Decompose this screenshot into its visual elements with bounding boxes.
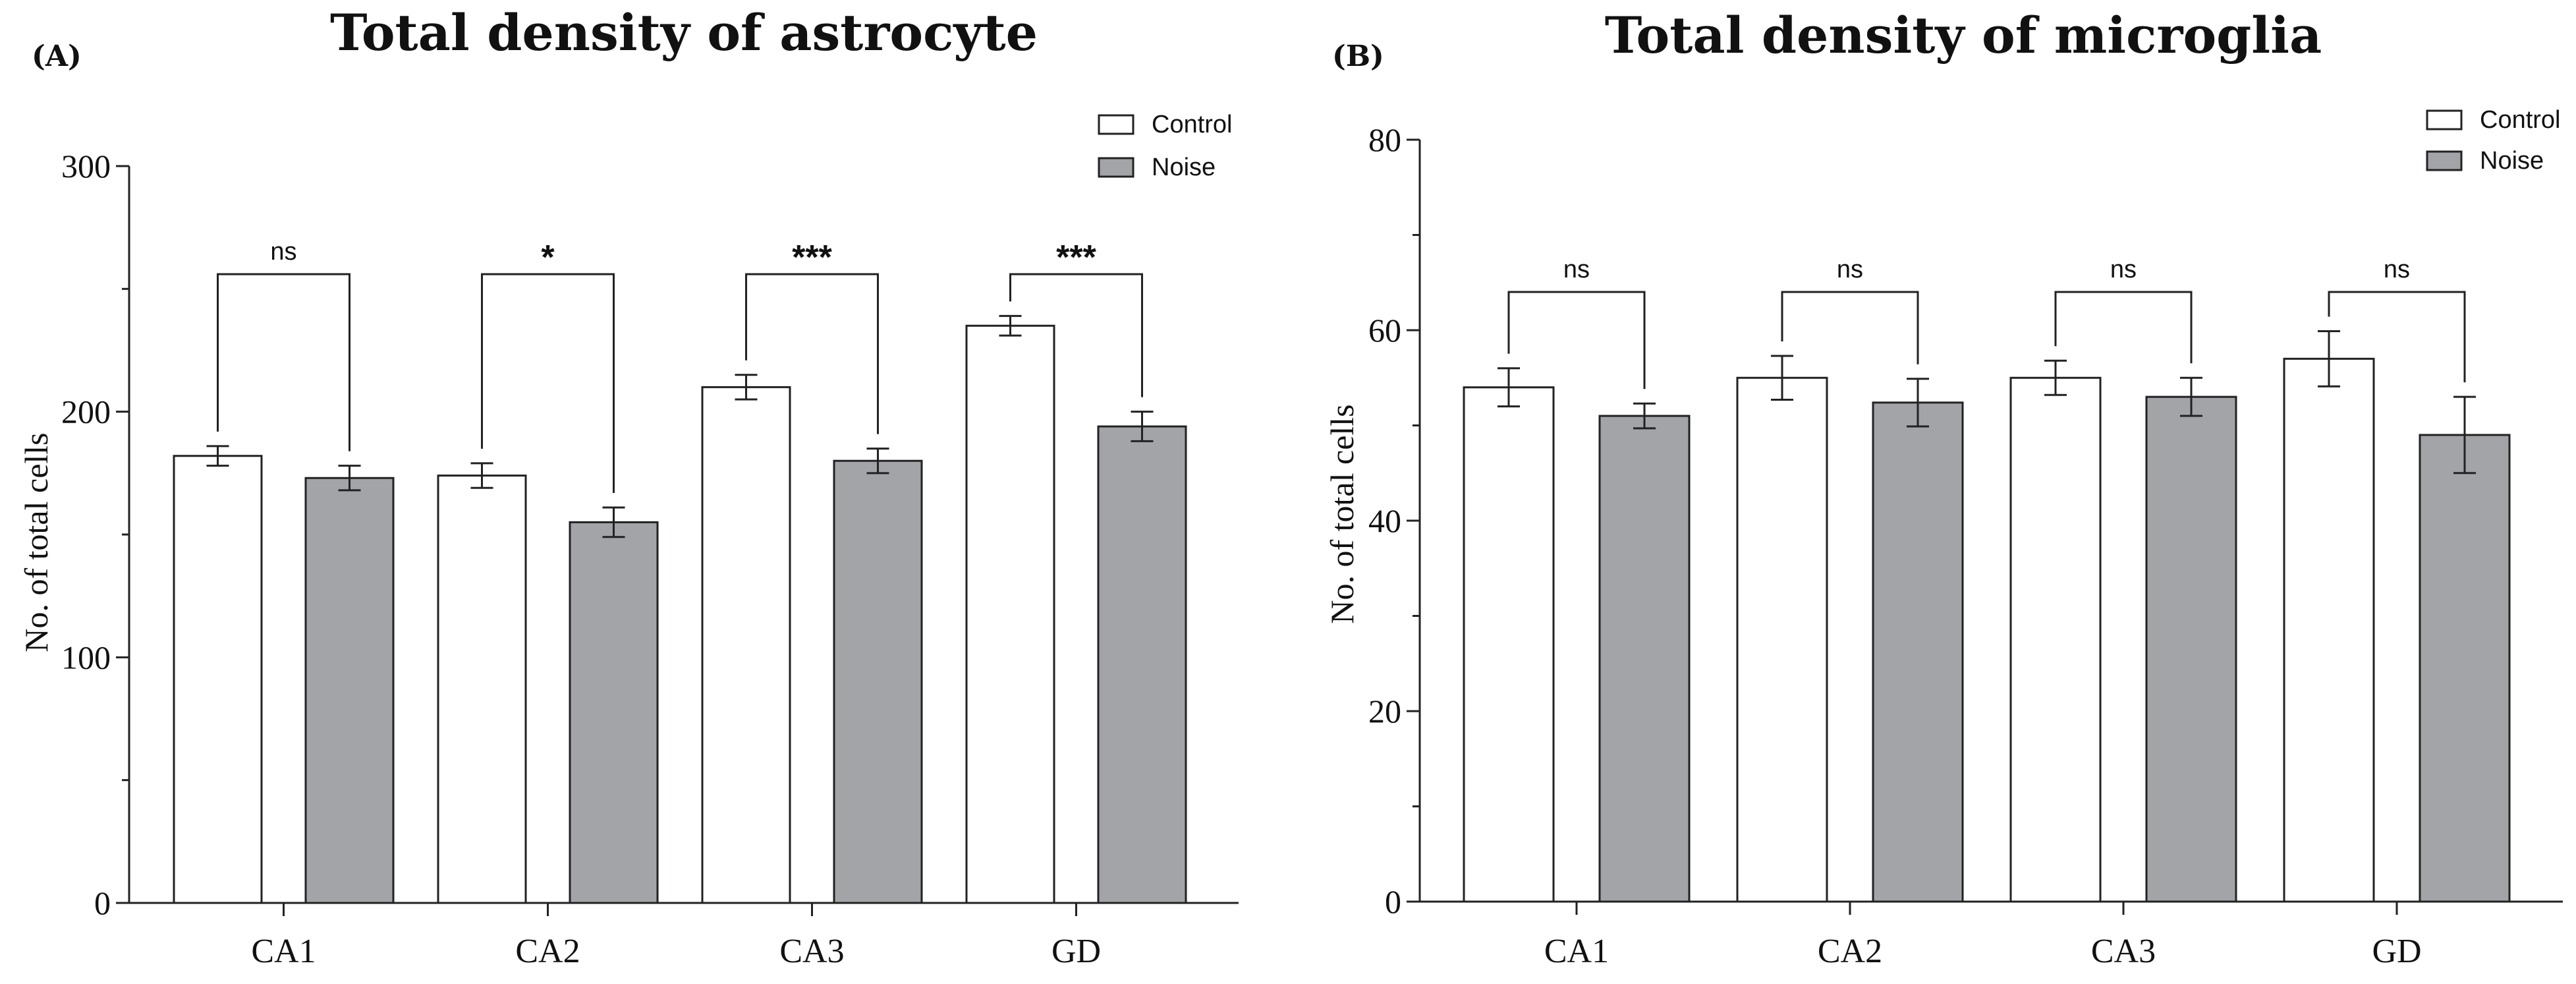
legend-label-noise: Noise <box>1152 154 1216 181</box>
legend-label-noise: Noise <box>2480 147 2544 175</box>
legend-swatch-control <box>1098 114 1134 135</box>
legend-swatch-control <box>2426 109 2463 130</box>
bar-noise-ca2 <box>1872 401 1964 903</box>
category-label-ca1: CA1 <box>251 933 316 970</box>
significance-label: ns <box>1563 256 1590 283</box>
significance-label: * <box>541 239 555 277</box>
significance-label: ns <box>2110 256 2137 283</box>
legend-swatch-noise <box>1098 157 1134 178</box>
y-axis-label-microglia: No. of total cells <box>1324 404 1360 623</box>
bar-noise-ca2 <box>569 521 659 904</box>
category-label-ca2: CA2 <box>515 933 580 970</box>
category-label-gd: GD <box>1051 933 1101 970</box>
legend-astrocyte: Control Noise <box>1098 111 1233 181</box>
chart-title-microglia: Total density of microglia <box>1605 6 2322 65</box>
bar-noise-ca1 <box>304 477 395 904</box>
y-tick-label: 0 <box>1385 883 1401 920</box>
significance-bracket <box>481 273 615 494</box>
y-tick-label: 300 <box>61 148 111 185</box>
y-tick-label: 40 <box>1368 502 1401 539</box>
y-tick-label: 60 <box>1368 312 1401 349</box>
chart-title-astrocyte: Total density of astrocyte <box>330 3 1038 62</box>
y-tick-label: 0 <box>94 884 111 921</box>
y-tick-label: 200 <box>61 393 111 430</box>
y-tick-label: 20 <box>1368 693 1401 730</box>
significance-bracket <box>1009 273 1143 397</box>
category-label-gd: GD <box>2372 933 2421 970</box>
bar-control-ca1 <box>173 455 263 904</box>
bar-noise-gd <box>1097 425 1187 904</box>
bar-control-ca2 <box>1736 376 1828 903</box>
bar-control-ca3 <box>701 386 791 904</box>
panel-label-b: (B) <box>1332 40 1384 73</box>
significance-bracket <box>2328 291 2466 383</box>
bar-control-ca1 <box>1463 386 1555 903</box>
significance-bracket <box>217 273 350 451</box>
bar-control-gd <box>965 324 1055 904</box>
chart-marks-microglia: 0 20 40 60 80 CA1 ns CA2 ns CA3 ns GD ns <box>1368 121 2563 970</box>
bar-control-gd <box>2283 357 2375 903</box>
bar-control-ca2 <box>437 475 527 904</box>
bar-noise-ca3 <box>833 459 923 904</box>
bar-control-ca3 <box>2009 376 2102 903</box>
chart-marks-astrocyte: 0 100 200 300 CA1 ns CA2 * CA3 *** GD *** <box>61 148 1239 970</box>
panel-microglia: (B) Total density of microglia No. of to… <box>1324 6 2563 970</box>
legend-swatch-noise <box>2426 150 2463 171</box>
y-tick-label: 100 <box>61 639 111 676</box>
legend-microglia: Control Noise <box>2426 106 2561 175</box>
significance-bracket <box>1507 291 1646 390</box>
bar-noise-ca3 <box>2145 395 2237 903</box>
significance-label: ns <box>2384 256 2410 283</box>
panel-astrocyte: (A) Total density of astrocyte No. of to… <box>18 3 1239 970</box>
category-label-ca2: CA2 <box>1818 933 1882 970</box>
significance-label: ns <box>1837 256 1863 283</box>
significance-label: *** <box>1056 239 1096 277</box>
legend-label-control: Control <box>1152 111 1233 138</box>
category-label-ca3: CA3 <box>2091 933 2156 970</box>
y-tick-label: 80 <box>1368 121 1401 158</box>
y-axis-label-astrocyte: No. of total cells <box>18 432 55 652</box>
significance-bracket <box>745 273 879 434</box>
significance-bracket <box>1781 291 1919 364</box>
category-label-ca3: CA3 <box>779 933 844 970</box>
bar-noise-ca1 <box>1598 415 1691 903</box>
significance-label: ns <box>270 238 296 266</box>
significance-bracket <box>2054 291 2193 364</box>
significance-label: *** <box>792 239 832 277</box>
category-label-ca1: CA1 <box>1544 933 1609 970</box>
bar-noise-gd <box>2419 434 2511 903</box>
legend-label-control: Control <box>2480 106 2561 134</box>
panel-label-a: (A) <box>32 40 82 73</box>
